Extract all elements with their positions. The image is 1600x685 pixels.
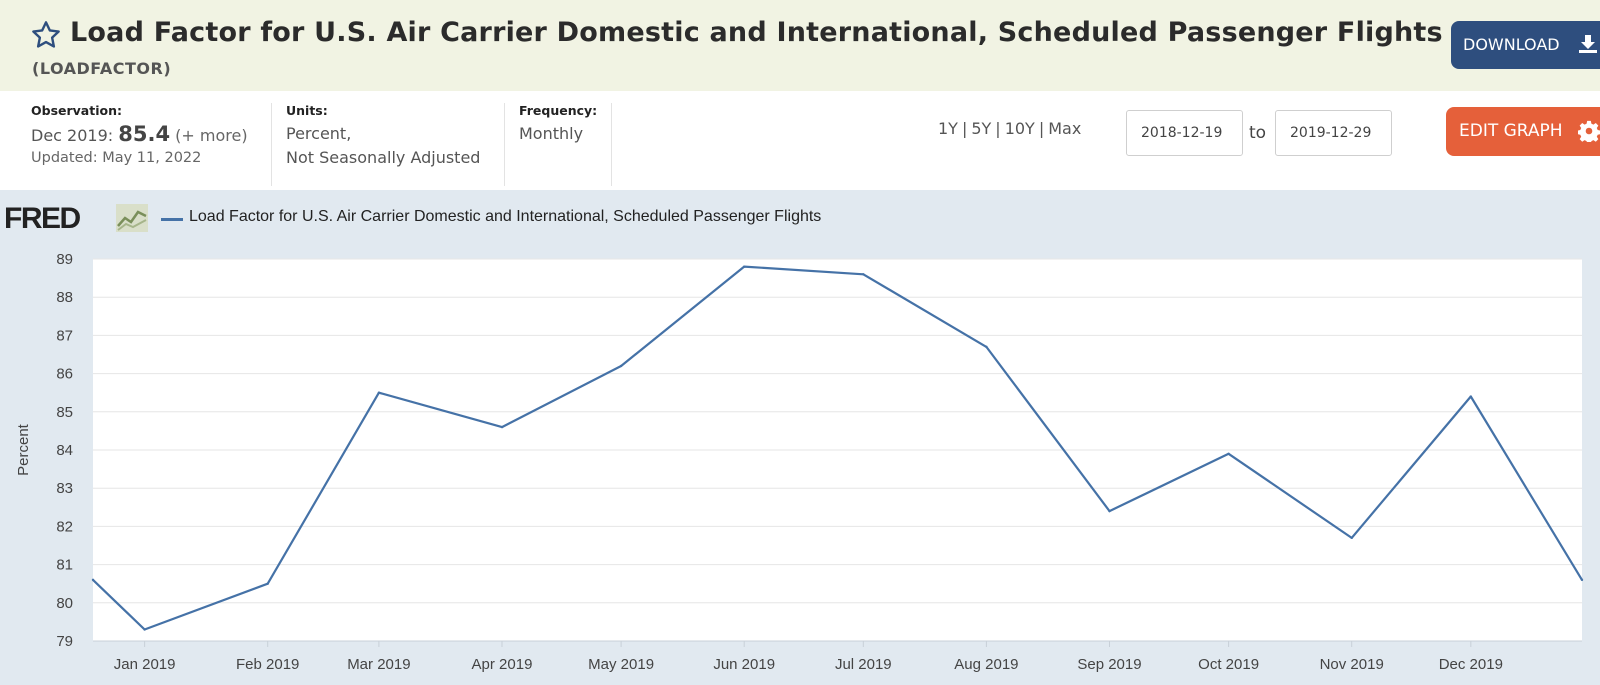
data-point: [1227, 452, 1230, 456]
page-title: Load Factor for U.S. Air Carrier Domesti…: [70, 17, 1443, 48]
observation-date: Dec 2019:: [31, 126, 114, 145]
y-tick-label: 88: [56, 289, 73, 306]
x-tick-label: Oct 2019: [1198, 656, 1259, 673]
data-point: [377, 391, 381, 394]
gear-icon: [1578, 120, 1600, 142]
data-point: [500, 425, 504, 429]
units-block: Units: Percent, Not Seasonally Adjusted: [286, 103, 505, 186]
data-point: [143, 628, 146, 631]
y-tick-label: 85: [56, 404, 73, 421]
x-tick-label: Mar 2019: [347, 656, 410, 673]
range-1y[interactable]: 1Y: [938, 119, 958, 138]
series-line: [92, 265, 1583, 631]
edit-graph-label: EDIT GRAPH: [1459, 121, 1563, 141]
data-point: [619, 364, 623, 368]
start-date-input[interactable]: 2018-12-19: [1126, 110, 1243, 156]
legend-swatch: [161, 218, 183, 221]
data-point: [91, 578, 95, 582]
y-tick-label: 81: [56, 557, 73, 574]
x-tick-label: Nov 2019: [1320, 656, 1384, 673]
observation-value: 85.4: [118, 122, 171, 146]
y-tick-label: 80: [56, 595, 73, 612]
units-line-1: Percent,: [286, 124, 352, 143]
data-point: [1108, 509, 1111, 513]
x-tick-label: Jan 2019: [114, 656, 176, 673]
end-date-input[interactable]: 2019-12-29: [1275, 110, 1392, 156]
y-tick-label: 83: [56, 480, 73, 497]
download-label: DOWNLOAD: [1463, 35, 1560, 54]
range-selector: 1Y | 5Y | 10Y | Max: [938, 119, 1082, 138]
frequency-value: Monthly: [519, 124, 584, 143]
range-5y[interactable]: 5Y: [971, 119, 992, 138]
data-point: [1580, 578, 1584, 582]
to-label: to: [1249, 123, 1267, 143]
y-axis-label: Percent: [15, 423, 32, 476]
y-tick-label: 86: [56, 366, 73, 383]
download-icon: [1579, 35, 1597, 53]
download-button[interactable]: DOWNLOAD: [1451, 21, 1600, 69]
edit-graph-button[interactable]: EDIT GRAPH: [1446, 107, 1600, 156]
series-header: Load Factor for U.S. Air Carrier Domesti…: [0, 0, 1600, 91]
chart-line-icon: [116, 204, 148, 232]
data-point: [985, 345, 988, 349]
updated-date: Updated: May 11, 2022: [31, 150, 202, 166]
data-point: [862, 273, 865, 276]
range-10y[interactable]: 10Y: [1004, 119, 1035, 138]
y-tick-label: 87: [56, 327, 73, 344]
x-tick-label: Sep 2019: [1077, 656, 1141, 673]
x-tick-label: May 2019: [588, 656, 654, 673]
x-tick-label: Dec 2019: [1439, 656, 1503, 673]
units-line-2: Not Seasonally Adjusted: [286, 148, 481, 167]
series-id: (LOADFACTOR): [32, 59, 172, 78]
y-tick-label: 89: [56, 251, 73, 268]
y-tick-label: 84: [56, 442, 73, 459]
series-meta: Observation: Dec 2019: 85.4 (+ more) Upd…: [0, 91, 1600, 190]
x-tick-label: Jul 2019: [835, 656, 892, 673]
frequency-block: Frequency: Monthly: [519, 103, 612, 186]
y-tick-label: 79: [56, 633, 73, 650]
units-label: Units:: [286, 103, 328, 118]
observation-more-link[interactable]: (+ more): [175, 126, 248, 145]
data-point: [266, 582, 269, 585]
observation-label: Observation:: [31, 103, 122, 118]
x-tick-label: Apr 2019: [472, 656, 533, 673]
data-point: [1469, 395, 1473, 398]
x-tick-label: Aug 2019: [954, 656, 1018, 673]
fred-logo[interactable]: FRED: [4, 202, 81, 235]
data-point: [1350, 536, 1353, 540]
data-point: [742, 265, 746, 268]
star-icon[interactable]: [30, 19, 62, 51]
frequency-label: Frequency:: [519, 103, 598, 118]
x-tick-label: Jun 2019: [713, 656, 775, 673]
observation-block: Observation: Dec 2019: 85.4 (+ more) Upd…: [31, 103, 272, 186]
y-tick-label: 82: [56, 518, 73, 535]
x-tick-label: Feb 2019: [236, 656, 299, 673]
legend-label: Load Factor for U.S. Air Carrier Domesti…: [189, 208, 822, 225]
range-max[interactable]: Max: [1048, 119, 1082, 138]
